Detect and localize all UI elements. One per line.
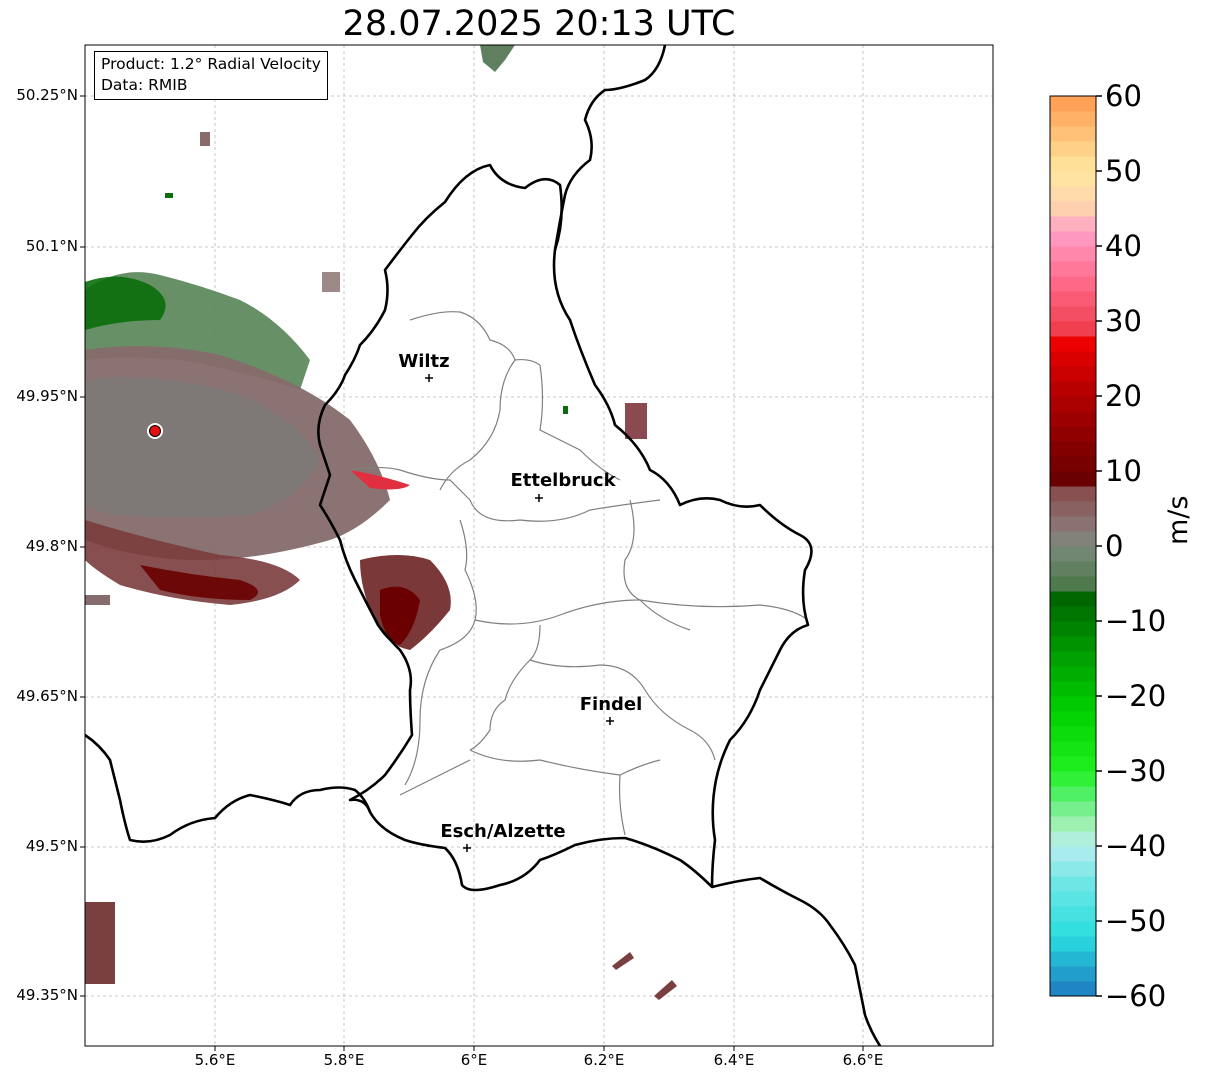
echo-fleck-5 — [322, 272, 340, 292]
map-title: 28.07.2025 20:13 UTC — [342, 4, 736, 44]
echo-se-streak-1 — [612, 952, 634, 970]
colorbar-tick-label: −10 — [1105, 604, 1167, 638]
canton-boundaries — [349, 311, 806, 836]
colorbar-tick-label: −50 — [1105, 904, 1167, 938]
city-label-findel: Findel — [579, 694, 643, 715]
product-label: Product: 1.2° Radial Velocity — [101, 55, 321, 73]
colorbar-tick-label: 20 — [1105, 379, 1142, 413]
echo-se-streak-2 — [654, 980, 677, 1000]
city-label-wiltz: Wiltz — [398, 351, 450, 372]
colorbar-tick-label: −40 — [1105, 829, 1167, 863]
echo-fleck-3 — [85, 595, 110, 605]
echo-green-core — [85, 276, 166, 330]
product-info-box: Product: 1.2° Radial Velocity Data: RMIB — [94, 51, 328, 100]
city-label-esch-alzette: Esch/Alzette — [440, 821, 566, 842]
lat-tick-label: 49.65°N — [16, 687, 78, 705]
country-borders — [85, 45, 882, 1046]
lon-tick-label: 6.2°E — [583, 1051, 625, 1069]
lon-tick-label: 6°E — [460, 1051, 488, 1069]
echo-fleck-1 — [200, 132, 210, 146]
lat-tick-label: 50.1°N — [25, 237, 78, 255]
east-border — [553, 45, 667, 251]
colorbar-tick-label: 50 — [1105, 154, 1142, 188]
city-label-ettelbruck: Ettelbruck — [510, 470, 616, 491]
colorbar-tick-label: −60 — [1105, 979, 1167, 1013]
lat-tick-label: 49.95°N — [16, 387, 78, 405]
plot-frame — [84, 44, 994, 1047]
echo-fleck-2 — [165, 193, 173, 198]
colorbar-tick-label: 60 — [1105, 79, 1142, 113]
radar-site-dot — [149, 425, 161, 437]
radar-echoes — [85, 45, 677, 1000]
lon-tick-label: 5.6°E — [194, 1051, 236, 1069]
data-source-label: Data: RMIB — [101, 76, 188, 94]
echo-sw-block — [85, 902, 115, 984]
lon-tick-label: 6.6°E — [842, 1051, 884, 1069]
echo-grey-center — [85, 377, 320, 518]
colorbar-tick-label: −30 — [1105, 754, 1167, 788]
lat-tick-label: 49.35°N — [16, 986, 78, 1004]
southeast-border — [711, 876, 882, 1046]
echo-maroon-band — [140, 565, 258, 600]
colorbar-tick-label: 30 — [1105, 304, 1142, 338]
colorbar-tick-label: −20 — [1105, 679, 1167, 713]
echo-luxcell-core — [380, 586, 420, 645]
lon-tick-label: 6.4°E — [713, 1051, 755, 1069]
lon-tick-label: 5.8°E — [323, 1051, 365, 1069]
colorbar-tick-label: 40 — [1105, 229, 1142, 263]
lat-tick-label: 49.5°N — [25, 837, 78, 855]
city-markers — [425, 374, 614, 852]
lat-tick-label: 49.8°N — [25, 537, 78, 555]
echo-top-green — [480, 45, 515, 72]
echo-patch-ne — [625, 403, 647, 439]
echo-red-streak — [350, 470, 410, 490]
axis-ticks — [80, 95, 864, 1051]
echo-fleck-4 — [563, 406, 568, 414]
colorbar-tick-label: 0 — [1105, 529, 1124, 563]
colorbar-tick-label: 10 — [1105, 454, 1142, 488]
southwest-border — [85, 733, 372, 843]
lat-tick-label: 50.25°N — [16, 86, 78, 104]
luxembourg-border — [317, 163, 813, 892]
colorbar-unit-label: m/s — [1163, 495, 1194, 545]
